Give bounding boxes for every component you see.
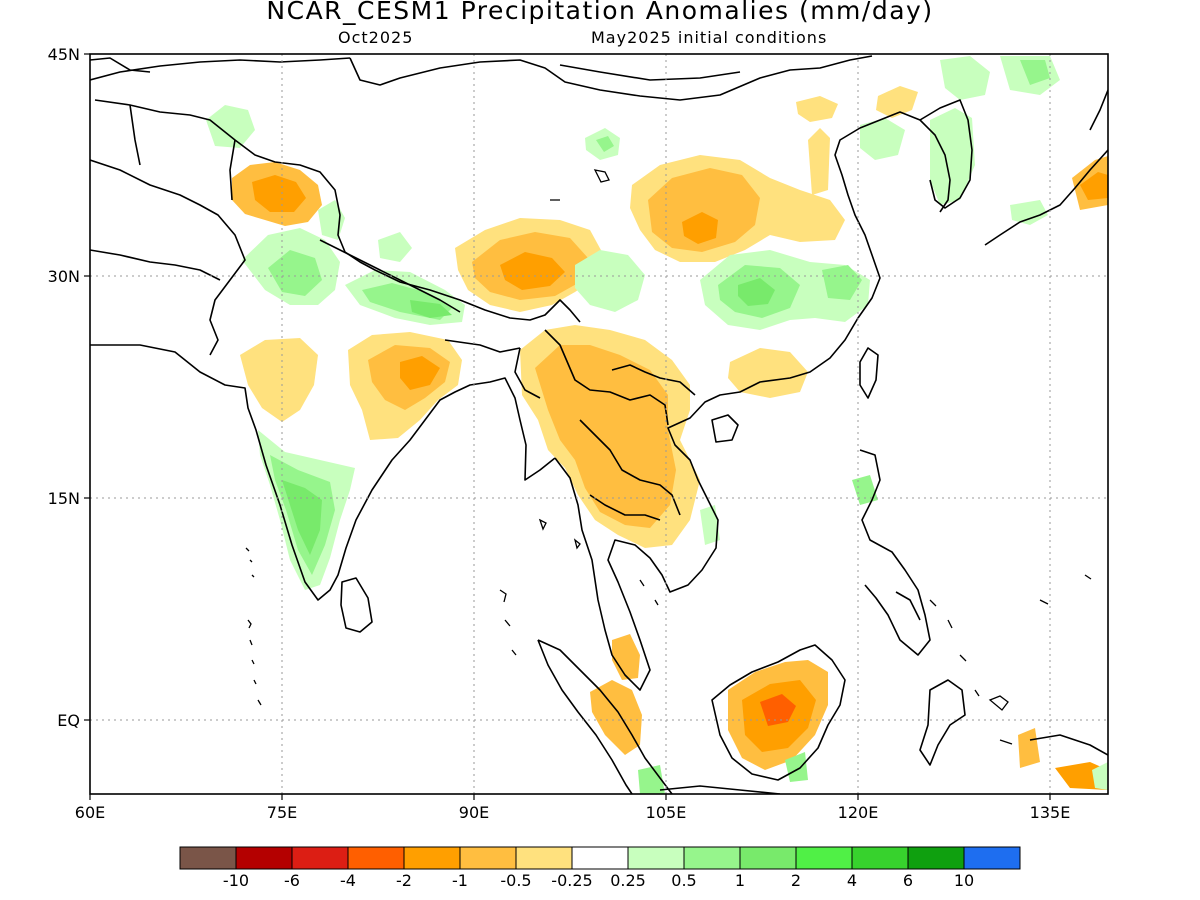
legend-swatch [795, 846, 853, 870]
legend-swatch [907, 846, 965, 870]
legend-label: -2 [396, 871, 412, 890]
legend-swatch [963, 846, 1021, 870]
legend-label: 0.5 [671, 871, 696, 890]
legend-swatch [683, 846, 741, 870]
coastlines [90, 55, 1108, 794]
anomaly-shading [206, 56, 1108, 794]
legend-swatch [515, 846, 573, 870]
coastline-sulawesi [919, 679, 966, 766]
legend-label: -0.25 [551, 871, 592, 890]
lon-label-105e: 105E [646, 803, 687, 822]
lon-label-120e: 120E [838, 803, 879, 822]
border-china-north [349, 55, 873, 101]
coastline-sumatra [537, 639, 673, 794]
legend-swatch [235, 846, 293, 870]
legend-label: 1 [735, 871, 745, 890]
coastline-philippines [859, 449, 931, 656]
coastline-india [90, 344, 556, 601]
legend-label: -6 [284, 871, 300, 890]
legend-label: -1 [452, 871, 468, 890]
chart-title: NCAR_CESM1 Precipitation Anomalies (mm/d… [266, 0, 934, 25]
coastline-hainan [711, 414, 739, 443]
lat-label-45n: 45N [48, 45, 80, 64]
coastline-borneo [711, 644, 846, 781]
coastline-sri-lanka [340, 577, 373, 633]
coastline-taiwan [859, 347, 879, 399]
islands [245, 169, 1092, 745]
gridlines [90, 54, 1108, 794]
lat-label-30n: 30N [48, 267, 80, 286]
axis-ticks [84, 53, 1051, 800]
anomaly-karakoram-core [252, 175, 306, 212]
lat-label-eq: EQ [57, 711, 80, 730]
legend-swatch [627, 846, 685, 870]
coastline-java [659, 785, 781, 794]
color-legend: -10 -6 -4 -2 -1 -0.5 -0.25 0.25 0.5 1 2 4 6 10 [179, 846, 1021, 890]
legend-swatch [347, 846, 405, 870]
lat-labels: 45N 30N 15N EQ [48, 45, 80, 730]
legend-swatch [739, 846, 797, 870]
legend-label: 4 [847, 871, 857, 890]
legend-swatch [851, 846, 909, 870]
legend-swatch [179, 846, 237, 870]
coastline-korea [919, 99, 973, 209]
legend-label: -4 [340, 871, 356, 890]
forecast-month: Oct2025 [338, 28, 414, 47]
legend-swatch [403, 846, 461, 870]
anomaly-sumatra [590, 680, 642, 755]
lon-labels: 60E 75E 90E 105E 120E 135E [75, 803, 1071, 822]
legend-label: 0.25 [610, 871, 646, 890]
legend-label: -10 [223, 871, 249, 890]
lon-label-135e: 135E [1030, 803, 1071, 822]
lat-label-15n: 15N [48, 489, 80, 508]
legend-swatch [291, 846, 349, 870]
border-kazakhstan [90, 57, 351, 81]
coastline-new-guinea [1029, 734, 1108, 756]
lon-label-75e: 75E [267, 803, 297, 822]
lon-label-60e: 60E [75, 803, 105, 822]
legend-label: 2 [791, 871, 801, 890]
legend-swatch [459, 846, 517, 870]
initial-conditions: May2025 initial conditions [591, 28, 828, 47]
legend-label: -0.5 [500, 871, 531, 890]
lon-label-90e: 90E [459, 803, 489, 822]
map-frame [89, 53, 1109, 795]
legend-label: 10 [954, 871, 974, 890]
coastline-indochina [554, 111, 951, 691]
legend-label: 6 [903, 871, 913, 890]
legend-swatch [571, 846, 629, 870]
